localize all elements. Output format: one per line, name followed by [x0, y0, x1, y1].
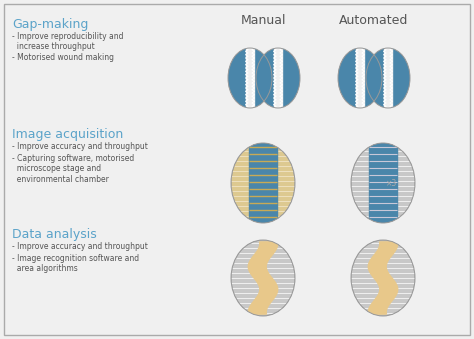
Polygon shape	[356, 48, 365, 108]
Text: - Improve reproducibility and
  increase throughput: - Improve reproducibility and increase t…	[12, 32, 124, 52]
Polygon shape	[383, 48, 392, 108]
Ellipse shape	[228, 48, 272, 108]
Text: Gap-making: Gap-making	[12, 18, 88, 31]
Ellipse shape	[351, 143, 415, 223]
Polygon shape	[283, 48, 300, 108]
Polygon shape	[365, 48, 382, 108]
Polygon shape	[369, 143, 397, 223]
Text: Image acquisition: Image acquisition	[12, 128, 123, 141]
Ellipse shape	[366, 48, 410, 108]
Text: ×3: ×3	[386, 179, 398, 187]
Polygon shape	[246, 48, 255, 108]
Ellipse shape	[351, 240, 415, 316]
Text: - Improve accuracy and throughput: - Improve accuracy and throughput	[12, 242, 148, 251]
Polygon shape	[273, 48, 283, 108]
Polygon shape	[338, 48, 356, 108]
Polygon shape	[255, 48, 272, 108]
Ellipse shape	[231, 240, 295, 316]
Text: - Motorised wound making: - Motorised wound making	[12, 53, 114, 62]
Polygon shape	[228, 48, 246, 108]
Polygon shape	[368, 242, 398, 314]
Polygon shape	[248, 143, 277, 223]
Polygon shape	[366, 48, 383, 108]
Text: - Capturing software, motorised
  microscope stage and
  environmental chamber: - Capturing software, motorised microsco…	[12, 154, 134, 184]
Ellipse shape	[231, 143, 295, 223]
Text: Manual: Manual	[241, 14, 287, 27]
Polygon shape	[256, 48, 273, 108]
FancyBboxPatch shape	[4, 4, 470, 335]
Ellipse shape	[338, 48, 382, 108]
Text: - Improve accuracy and throughput: - Improve accuracy and throughput	[12, 142, 148, 151]
Text: Automated: Automated	[339, 14, 409, 27]
Text: Data analysis: Data analysis	[12, 228, 97, 241]
Polygon shape	[392, 48, 410, 108]
Polygon shape	[248, 242, 278, 314]
Ellipse shape	[256, 48, 300, 108]
Text: - Image recognition software and
  area algorithms: - Image recognition software and area al…	[12, 254, 139, 273]
